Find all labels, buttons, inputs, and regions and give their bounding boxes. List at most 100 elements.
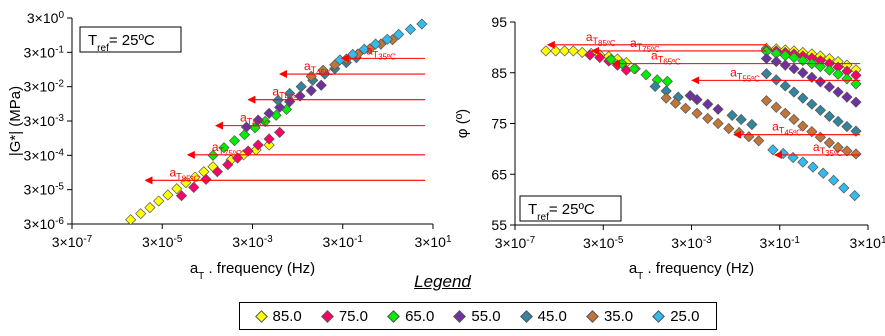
data-point: [294, 90, 306, 102]
legend-label: 75.0: [338, 307, 369, 325]
data-point: [777, 147, 789, 160]
data-point: [640, 69, 652, 81]
series-25.0: [334, 18, 428, 66]
data-point: [252, 114, 264, 126]
data-point: [814, 104, 826, 116]
data-point: [788, 86, 800, 98]
data-point: [211, 166, 223, 178]
data-point: [823, 137, 835, 149]
data-point: [841, 59, 853, 71]
data-point: [358, 43, 370, 55]
data-point: [347, 48, 359, 61]
data-point: [691, 107, 703, 119]
series-35.0: [660, 92, 862, 160]
data-point: [702, 112, 714, 125]
data-point: [779, 107, 791, 119]
data-point: [849, 189, 861, 202]
shift-factor-label: aT85ºC: [586, 30, 616, 48]
reference-temperature-label: Tref= 25ºC: [88, 32, 155, 54]
data-point: [272, 94, 284, 106]
data-point: [684, 90, 696, 102]
data-point: [404, 23, 417, 35]
data-point: [832, 61, 844, 73]
data-point: [189, 171, 201, 183]
data-point: [770, 47, 782, 60]
data-point: [807, 161, 819, 173]
data-point: [832, 141, 844, 153]
y-tick-label: 85: [491, 65, 507, 81]
legend-marker: [387, 309, 400, 323]
data-point: [841, 120, 853, 133]
data-point: [669, 97, 682, 109]
data-point: [760, 95, 773, 107]
data-point: [369, 38, 382, 50]
legend-entry-45.0: 45.0: [519, 307, 567, 325]
shift-factor-label: aT35ºC: [813, 140, 843, 158]
reference-temperature-label: Tref= 25ºC: [528, 201, 595, 223]
shift-factor-label: aT55ºC: [730, 65, 760, 83]
data-point: [200, 173, 212, 185]
data-point: [832, 115, 844, 128]
legend-label: 35.0: [603, 307, 634, 325]
chart-phase: 3×10-7 3×10-5 3×10-3 3×10-1 3×101 55 65 75 85 95 a…: [454, 14, 885, 282]
y-tick-label: 3×10-3: [24, 113, 65, 130]
data-point: [679, 102, 692, 114]
chart-modulus: 3×10-7 3×10-5 3×10-3 3×10-1 3×101 3×10-6 3×10-…: [7, 10, 452, 282]
data-point: [242, 145, 254, 157]
legend-marker: [453, 309, 467, 323]
legend-entry-85.0: 85.0: [254, 308, 302, 325]
data-point: [788, 63, 800, 75]
y-tick-label: 55: [491, 217, 507, 233]
shift-factor-label: aT35ºC: [366, 43, 396, 61]
data-point: [649, 80, 661, 93]
data-point: [284, 96, 296, 108]
x-axis-label: aT . frequency (Hz): [629, 260, 754, 282]
series-25.0: [767, 144, 861, 202]
shift-factor-label: aT45ºC: [772, 120, 802, 138]
series-55.0: [684, 52, 862, 115]
shift-factor-label: aT75ºC: [212, 140, 242, 158]
data-point: [760, 68, 773, 80]
x-tick-label: 3×10-3: [232, 234, 273, 251]
data-point: [779, 59, 791, 71]
data-point: [188, 181, 200, 193]
data-point: [263, 139, 275, 151]
legend-label: 45.0: [537, 307, 567, 325]
data-point: [823, 64, 835, 76]
data-point: [850, 78, 862, 90]
data-point: [661, 75, 673, 87]
data-point: [162, 189, 174, 201]
data-point: [760, 52, 773, 65]
data-point: [841, 65, 853, 77]
data-point: [231, 152, 244, 164]
data-point: [295, 81, 307, 93]
legend-entry-55.0: 55.0: [453, 308, 501, 325]
shift-factor-label: aT75ºC: [630, 36, 660, 54]
x-tick-label: 3×10-1: [323, 234, 364, 251]
data-point: [838, 182, 850, 194]
data-point: [660, 85, 672, 97]
data-point: [218, 142, 230, 154]
legend-title: Legend: [414, 272, 471, 291]
y-axis-label: φ (º): [454, 109, 471, 138]
y-tick-label: 65: [491, 166, 507, 182]
y-tick-label: 3×10-1: [24, 44, 65, 61]
data-point: [797, 120, 809, 132]
data-point: [806, 98, 818, 110]
legend-entry-65.0: 65.0: [387, 308, 434, 325]
x-tick-label: 3×101: [414, 234, 452, 251]
shift-factor-label: aT55ºC: [272, 85, 302, 103]
data-point: [779, 49, 791, 62]
data-point: [125, 214, 137, 226]
data-point: [743, 131, 755, 143]
data-point: [733, 127, 745, 139]
x-axis-label: aT . frequency (Hz): [190, 260, 315, 282]
data-point: [817, 167, 829, 179]
data-point: [620, 64, 632, 76]
data-point: [814, 76, 826, 88]
data-point: [841, 73, 853, 85]
reference-temperature-box: [519, 195, 622, 222]
data-point: [238, 129, 251, 141]
shift-factor-label: aT65ºC: [240, 111, 270, 129]
x-tick-label: 3×10-1: [760, 235, 801, 252]
